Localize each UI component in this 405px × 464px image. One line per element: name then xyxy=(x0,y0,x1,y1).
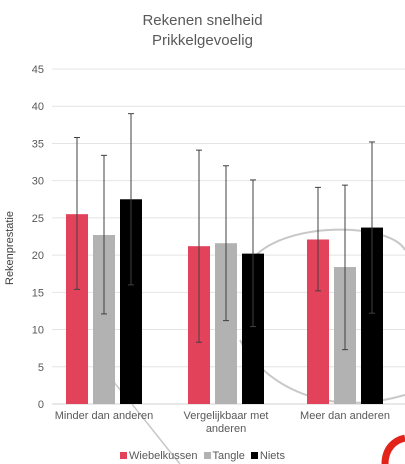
error-bar xyxy=(196,149,202,343)
legend-swatch xyxy=(120,452,128,459)
y-tick-label: 45 xyxy=(32,64,44,76)
legend-item: Tangle xyxy=(203,450,245,462)
y-tick-label: 40 xyxy=(32,101,44,113)
legend-label: Niets xyxy=(259,450,285,462)
x-tick-label: Meer dan anderen xyxy=(300,410,390,422)
legend: Wiebelkussen Tangle Niets xyxy=(0,450,405,462)
x-axis-labels: Minder dan anderen Vergelijkbaar metander… xyxy=(55,410,390,435)
error-bar xyxy=(74,136,80,290)
y-tick-label: 20 xyxy=(32,250,44,262)
legend-swatch xyxy=(203,452,211,459)
x-tick-label: anderen xyxy=(206,423,246,435)
chart-title: Rekenen snelheid xyxy=(142,12,263,29)
bars xyxy=(66,199,383,404)
bar-wiebelkussen xyxy=(307,239,329,404)
legend-label: Tangle xyxy=(212,450,245,462)
decor-curve-large xyxy=(249,228,405,263)
bar-tangle xyxy=(93,235,115,404)
error-bar xyxy=(369,141,375,314)
y-tick-label: 15 xyxy=(32,287,44,299)
bar-tangle xyxy=(215,243,237,404)
legend-label: Wiebelkussen xyxy=(129,450,198,462)
error-bar xyxy=(342,184,348,351)
error-bar xyxy=(128,113,134,286)
y-tick-label: 0 xyxy=(38,399,44,411)
x-tick-label: Vergelijkbaar met xyxy=(184,410,269,422)
legend-item: Niets xyxy=(250,450,285,462)
legend-item: Wiebelkussen xyxy=(120,450,198,462)
y-axis-ticks: 0 5 10 15 20 25 30 35 40 45 xyxy=(32,64,44,411)
x-tick-label: Minder dan anderen xyxy=(55,410,153,422)
bar-niets xyxy=(242,253,264,404)
y-tick-label: 35 xyxy=(32,138,44,150)
error-bar xyxy=(101,154,107,315)
error-bar xyxy=(315,186,321,292)
y-tick-label: 30 xyxy=(32,176,44,188)
decor-red-arc xyxy=(381,434,405,464)
error-bar xyxy=(250,179,256,328)
bar-wiebelkussen xyxy=(66,214,88,404)
legend-swatch xyxy=(250,452,258,459)
y-tick-label: 5 xyxy=(38,362,44,374)
error-bar xyxy=(223,165,229,322)
y-tick-label: 25 xyxy=(32,213,44,225)
bar-niets xyxy=(361,227,383,404)
error-bars xyxy=(74,113,375,351)
bar-niets xyxy=(120,199,142,404)
y-tick-label: 10 xyxy=(32,325,44,337)
chart-subtitle: Prikkelgevoelig xyxy=(152,32,253,49)
y-axis-label: Rekenprestatie xyxy=(4,211,16,285)
